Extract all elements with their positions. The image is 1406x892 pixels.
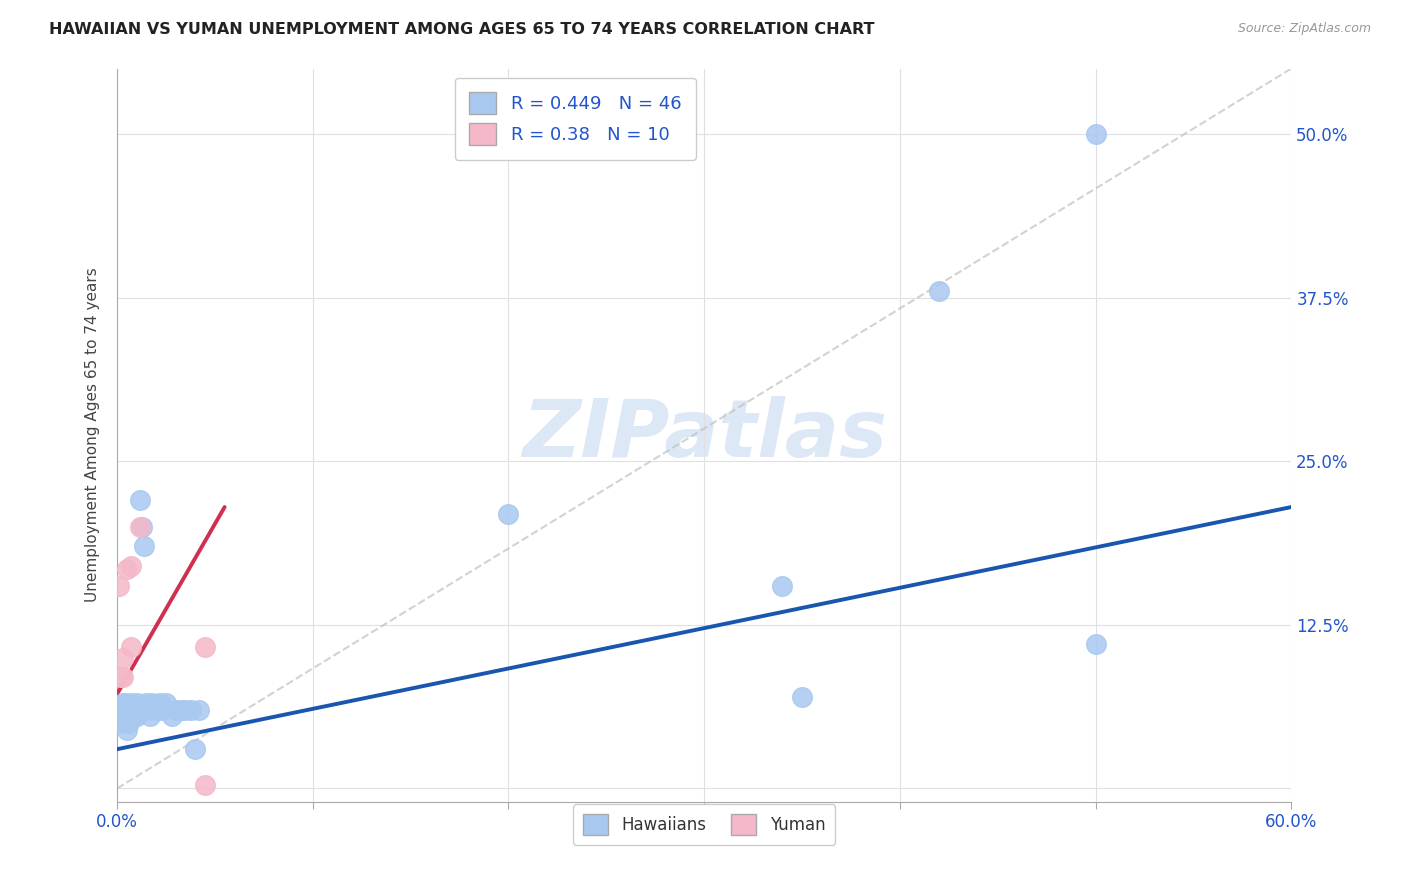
Point [145,703,167,717]
Point [498,507,520,521]
Point [111,670,134,684]
Point [121,709,143,723]
Point [114,716,136,731]
Point [115,703,138,717]
Point [155,697,177,711]
Point [124,703,146,717]
Point [120,697,142,711]
Point [128,703,150,717]
Point [118,716,141,731]
Point [111,650,134,665]
Point [150,703,173,717]
Point [108,703,131,717]
Point [139,709,162,723]
Point [194,778,217,792]
Y-axis label: Unemployment Among Ages 65 to 74 years: Unemployment Among Ages 65 to 74 years [86,268,100,602]
Point [125,697,148,711]
Point [134,539,156,553]
Point [115,723,138,737]
Point [111,697,134,711]
Point [184,742,207,756]
Point [111,700,134,714]
Point [111,706,134,720]
Point [174,703,197,717]
Point [129,493,152,508]
Point [114,697,136,711]
Point [180,703,202,717]
Point [160,709,183,723]
Point [108,578,131,592]
Point [131,519,153,533]
Point [120,558,142,573]
Point [135,697,157,711]
Point [149,697,172,711]
Legend: Hawaiians, Yuman: Hawaiians, Yuman [574,805,835,845]
Text: ZIPatlas: ZIPatlas [522,396,887,474]
Point [125,709,148,723]
Point [120,709,142,723]
Point [120,640,142,654]
Point [1084,638,1107,652]
Text: HAWAIIAN VS YUMAN UNEMPLOYMENT AMONG AGES 65 TO 74 YEARS CORRELATION CHART: HAWAIIAN VS YUMAN UNEMPLOYMENT AMONG AGE… [49,22,875,37]
Point [772,578,794,592]
Point [790,690,813,704]
Point [928,284,950,298]
Point [141,697,163,711]
Point [110,703,132,717]
Point [165,703,187,717]
Point [170,703,193,717]
Point [121,703,143,717]
Point [129,519,152,533]
Point [115,709,138,723]
Point [114,709,136,723]
Point [194,640,217,654]
Point [110,670,132,684]
Point [118,703,141,717]
Point [1084,127,1107,141]
Point [136,703,159,717]
Point [188,703,211,717]
Text: Source: ZipAtlas.com: Source: ZipAtlas.com [1237,22,1371,36]
Point [115,561,138,575]
Point [110,709,132,723]
